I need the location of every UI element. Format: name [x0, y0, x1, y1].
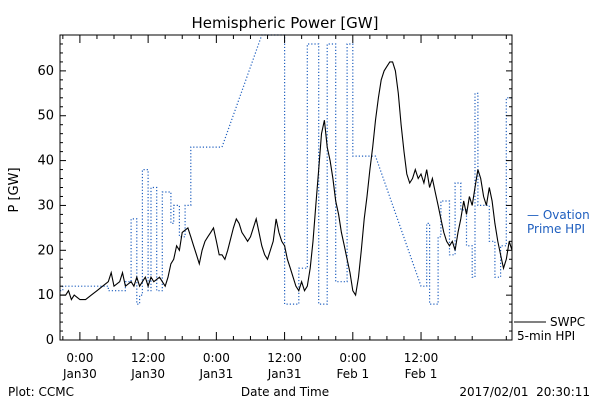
- x-tick-time: 0:00: [203, 351, 230, 365]
- y-axis-label: P [GW]: [7, 167, 22, 212]
- ovation-series: [60, 34, 512, 305]
- plot-timestamp: 2017/02/01 20:30:11: [459, 385, 590, 399]
- legend-ovation-line2: Prime HPI: [527, 222, 585, 236]
- ovation-line: [60, 34, 512, 305]
- x-tick-time: 12:00: [131, 351, 166, 365]
- x-tick-date: Jan30: [62, 367, 97, 381]
- x-axis: 0:00 Jan30 12:00 Jan30 0:00 Jan31 12:00 Jan31 0:…: [62, 35, 507, 381]
- x-tick-date: Jan30: [130, 367, 165, 381]
- x-tick-date: Jan31: [267, 367, 302, 381]
- x-tick-time: 12:00: [267, 351, 302, 365]
- y-tick-label: 0: [46, 333, 54, 348]
- x-axis-label: Date and Time: [241, 385, 329, 399]
- chart-title: Hemispheric Power [GW]: [192, 14, 379, 32]
- plot-frame: [59, 34, 513, 341]
- x-tick-date: Feb 1: [336, 367, 369, 381]
- swpc-line: [60, 61, 513, 301]
- y-tick-label: 20: [37, 243, 54, 258]
- x-tick-date: Feb 1: [405, 367, 438, 381]
- y-tick-label: 50: [37, 109, 54, 124]
- legend-ovation-line1: — Ovation: [527, 208, 590, 222]
- y-tick-label: 10: [37, 288, 54, 303]
- legend-swpc-line1: SWPC: [550, 315, 585, 329]
- swpc-series: [60, 61, 513, 301]
- y-tick-label: 30: [37, 198, 54, 213]
- x-tick-date: Jan31: [198, 367, 233, 381]
- y-axis: 0 10 20 30 40 50 60: [37, 34, 512, 348]
- y-tick-label: 60: [37, 64, 54, 79]
- x-tick-time: 0:00: [339, 351, 366, 365]
- x-tick-time: 12:00: [404, 351, 439, 365]
- legend-swpc-line2: 5-min HPI: [517, 329, 575, 343]
- plot-credit: Plot: CCMC: [8, 385, 74, 399]
- x-tick-time: 0:00: [66, 351, 93, 365]
- y-tick-label: 40: [37, 154, 54, 169]
